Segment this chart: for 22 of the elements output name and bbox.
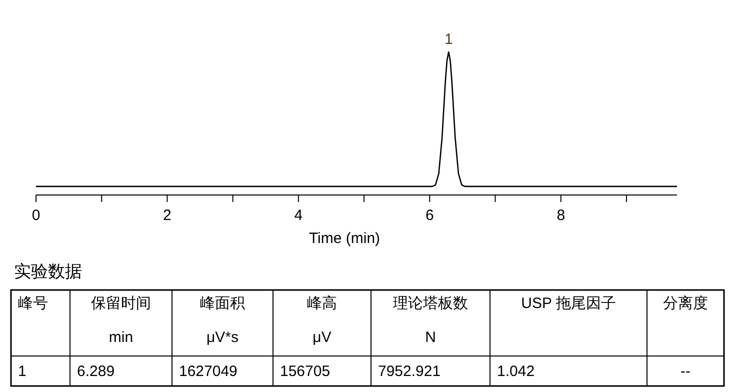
- text: 1: [18, 363, 26, 380]
- text: 1627049: [179, 363, 238, 380]
- annotation: 1: [444, 31, 453, 48]
- text: 7952.921: [378, 363, 441, 380]
- text: 6.289: [77, 363, 115, 380]
- text: USP 拖尾因子: [521, 295, 616, 312]
- x-axis-title: Time (min): [308, 230, 380, 247]
- x-tick-label: 4: [294, 207, 303, 224]
- x-tick-label: 6: [425, 207, 434, 224]
- text: 实验数据: [14, 262, 82, 281]
- text: 分离度: [663, 295, 708, 312]
- x-tick-label: 0: [32, 207, 40, 224]
- text: 1.042: [497, 363, 535, 380]
- x-tick-label: 8: [556, 207, 566, 224]
- text: 保留时间 min: [91, 295, 151, 346]
- text: 峰面积 μV*s: [200, 295, 245, 346]
- text: 峰号: [18, 295, 48, 312]
- x-tick-label: 2: [163, 207, 172, 224]
- text: 理论塔板数 N: [393, 295, 468, 346]
- text: --: [680, 363, 690, 380]
- text: 156705: [280, 363, 330, 380]
- text: 峰高 μV: [307, 295, 337, 346]
